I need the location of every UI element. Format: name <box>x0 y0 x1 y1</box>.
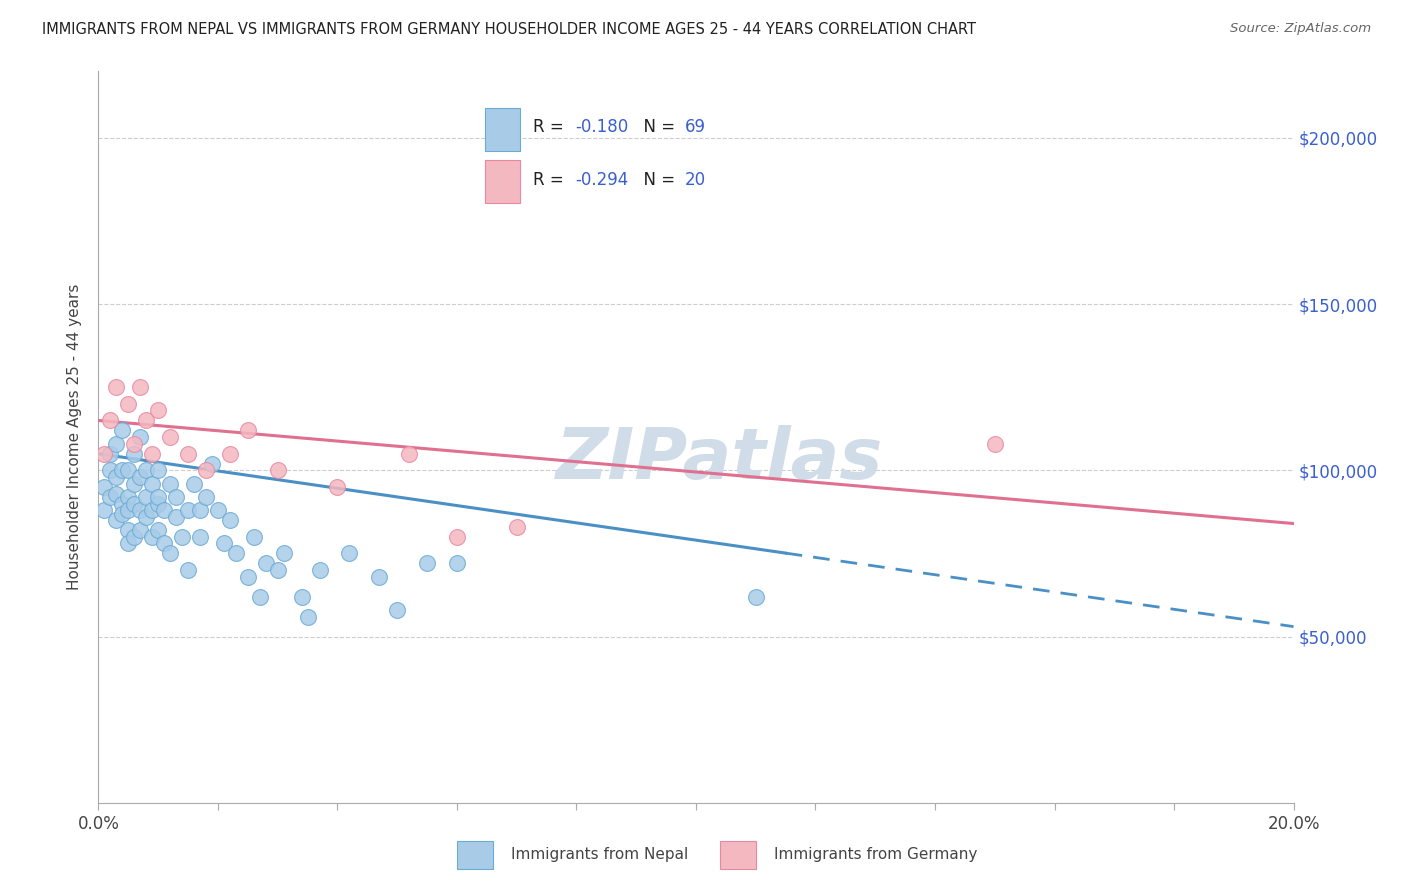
Point <box>124 530 146 544</box>
Point <box>159 430 181 444</box>
Point <box>177 563 200 577</box>
Point <box>267 563 290 577</box>
Point <box>183 476 205 491</box>
Point <box>98 413 122 427</box>
Point <box>105 380 128 394</box>
Y-axis label: Householder Income Ages 25 - 44 years: Householder Income Ages 25 - 44 years <box>67 284 83 591</box>
Text: Source: ZipAtlas.com: Source: ZipAtlas.com <box>1230 22 1371 36</box>
Point <box>148 403 170 417</box>
Point <box>135 509 157 524</box>
Point <box>117 503 139 517</box>
Point <box>273 546 295 560</box>
Point <box>141 447 163 461</box>
Point <box>111 497 134 511</box>
Point <box>416 557 439 571</box>
Point <box>243 530 266 544</box>
Point <box>141 476 163 491</box>
Point <box>93 480 115 494</box>
Point <box>148 497 170 511</box>
Point <box>506 520 529 534</box>
Point <box>219 513 242 527</box>
Point <box>105 513 128 527</box>
Point <box>212 536 235 550</box>
Point <box>141 530 163 544</box>
Point <box>236 570 259 584</box>
Point <box>129 430 152 444</box>
Point <box>124 497 146 511</box>
Point <box>177 447 200 461</box>
Point <box>135 463 157 477</box>
Point <box>159 546 181 560</box>
Point <box>124 447 146 461</box>
Point <box>148 463 170 477</box>
Point <box>267 463 290 477</box>
Point <box>105 470 128 484</box>
Point <box>148 523 170 537</box>
Point <box>398 447 420 461</box>
Point <box>339 546 361 560</box>
Point <box>984 436 1007 450</box>
Point <box>195 463 218 477</box>
Point <box>98 490 122 504</box>
Point <box>117 536 139 550</box>
Point <box>135 413 157 427</box>
Point <box>188 530 211 544</box>
Point <box>446 530 468 544</box>
Point <box>249 590 271 604</box>
Point <box>153 503 176 517</box>
Point <box>98 463 122 477</box>
Text: ZIPatlas: ZIPatlas <box>557 425 883 493</box>
Point <box>225 546 247 560</box>
Point <box>446 557 468 571</box>
Point <box>368 570 391 584</box>
Point <box>195 490 218 504</box>
Point <box>326 480 349 494</box>
Point <box>201 457 224 471</box>
Point <box>308 563 330 577</box>
Point <box>207 503 229 517</box>
Point <box>159 476 181 491</box>
Point <box>165 490 187 504</box>
Point <box>165 509 187 524</box>
Point <box>129 523 152 537</box>
Point <box>129 503 152 517</box>
Point <box>135 490 157 504</box>
Point <box>177 503 200 517</box>
Point <box>111 507 134 521</box>
Point <box>111 463 134 477</box>
Point <box>117 490 139 504</box>
Point <box>141 503 163 517</box>
Point <box>129 470 152 484</box>
Point <box>745 590 768 604</box>
Point <box>117 397 139 411</box>
Point <box>129 380 152 394</box>
Point <box>297 609 319 624</box>
Point <box>291 590 314 604</box>
Point <box>105 486 128 500</box>
Point <box>105 436 128 450</box>
Text: IMMIGRANTS FROM NEPAL VS IMMIGRANTS FROM GERMANY HOUSEHOLDER INCOME AGES 25 - 44: IMMIGRANTS FROM NEPAL VS IMMIGRANTS FROM… <box>42 22 976 37</box>
Point <box>254 557 277 571</box>
Point <box>117 463 139 477</box>
Point <box>93 503 115 517</box>
Point <box>124 436 146 450</box>
Point <box>117 523 139 537</box>
Point <box>111 424 134 438</box>
Point <box>93 447 115 461</box>
Point <box>188 503 211 517</box>
Point <box>98 447 122 461</box>
Point <box>124 476 146 491</box>
Point <box>236 424 259 438</box>
Point <box>148 490 170 504</box>
Point <box>385 603 409 617</box>
Point <box>219 447 242 461</box>
Point <box>172 530 194 544</box>
Point <box>153 536 176 550</box>
